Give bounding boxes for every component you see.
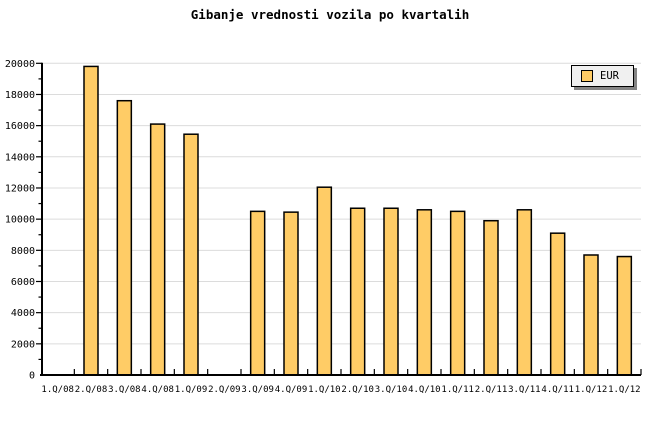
- x-tick-label: 4.Q/11: [541, 385, 574, 395]
- bar: [383, 207, 399, 376]
- bar: [183, 133, 199, 376]
- bar: [249, 210, 266, 376]
- y-tick-label: 18000: [5, 90, 35, 101]
- bar: [316, 186, 333, 376]
- bar: [116, 99, 133, 376]
- bar: [349, 207, 366, 376]
- bar: [283, 211, 299, 376]
- x-tick-label: 2.Q/09: [208, 385, 241, 395]
- bar: [149, 123, 166, 376]
- x-tick-label: 2.Q/08: [75, 385, 108, 395]
- x-tick-label: 4.Q/08: [141, 385, 174, 395]
- y-tick-label: 12000: [5, 183, 35, 194]
- y-tick-label: 20000: [5, 59, 35, 70]
- bar: [516, 209, 533, 376]
- y-tick-label: 0: [29, 371, 35, 382]
- y-tick-label: 6000: [11, 277, 35, 288]
- x-tick-label: 3.Q/08: [108, 385, 141, 395]
- bar: [449, 210, 466, 376]
- x-tick-label: 4.Q/09: [275, 385, 308, 395]
- x-tick-label: 1.Q/12: [608, 385, 641, 395]
- x-tick-label: 1.Q/08: [41, 385, 74, 395]
- y-tick-label: 4000: [11, 308, 35, 319]
- bar: [583, 254, 599, 376]
- x-tick-label: 1.Q/12: [575, 385, 608, 395]
- bar: [416, 209, 433, 376]
- x-tick-label: 3.Q/11: [508, 385, 541, 395]
- x-tick-label: 2.Q/10: [341, 385, 374, 395]
- y-tick-label: 8000: [11, 246, 35, 257]
- y-tick-label: 10000: [5, 215, 35, 226]
- bar: [483, 219, 499, 376]
- y-tick-label: 16000: [5, 121, 35, 132]
- bar: [83, 65, 99, 376]
- legend: EUR: [571, 65, 634, 87]
- bar: [616, 255, 633, 376]
- chart-title: Gibanje vrednosti vozila po kvartalih: [190, 7, 470, 22]
- x-tick-label: 2.Q/11: [475, 385, 508, 395]
- x-tick-label: 1.Q/10: [308, 385, 341, 395]
- legend-swatch-icon: [581, 70, 593, 82]
- x-tick-label: 1.Q/09: [175, 385, 208, 395]
- bar: [549, 232, 566, 376]
- y-tick-label: 14000: [5, 152, 35, 163]
- x-tick-label: 4.Q/10: [408, 385, 441, 395]
- x-tick-label: 3.Q/10: [375, 385, 408, 395]
- x-tick-label: 1.Q/11: [441, 385, 474, 395]
- legend-label: EUR: [600, 69, 619, 82]
- x-tick-label: 3.Q/09: [241, 385, 274, 395]
- y-tick-label: 2000: [11, 339, 35, 350]
